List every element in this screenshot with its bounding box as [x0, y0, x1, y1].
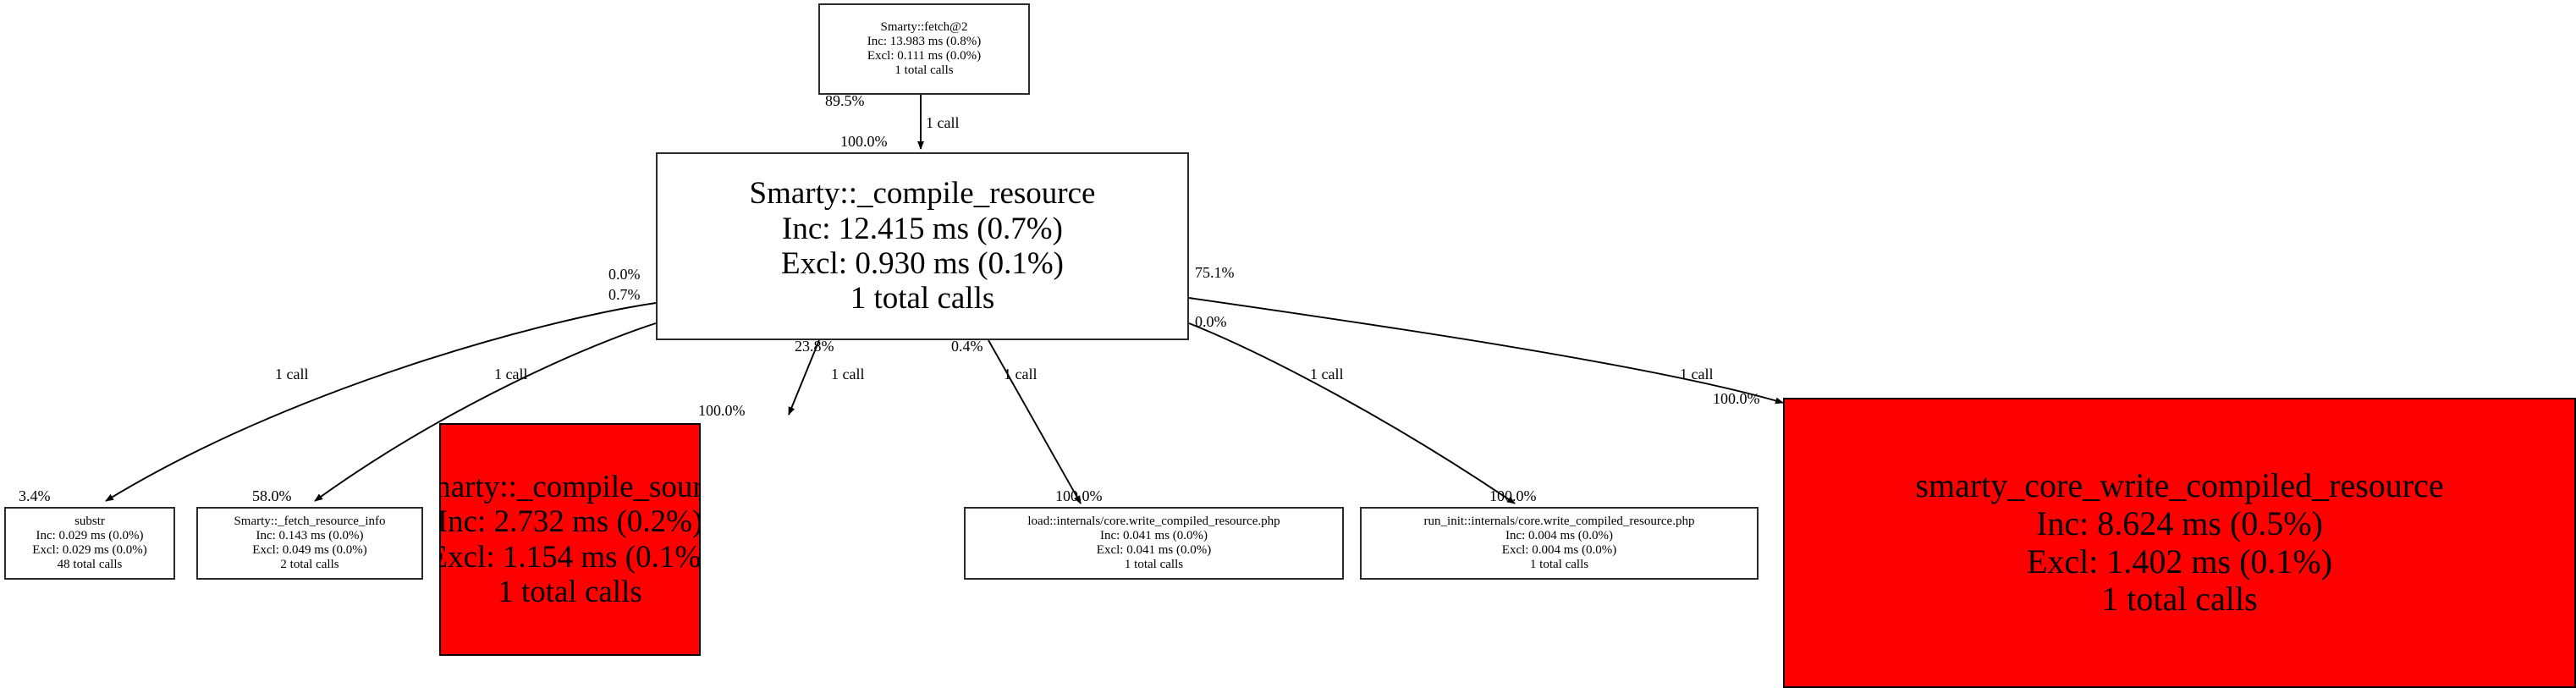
edge-label-compile-source-tail-pct: 23.8%: [795, 338, 834, 355]
node-total-calls: 1 total calls: [1124, 557, 1184, 571]
edge-label-compile-source-calls: 1 call: [831, 366, 865, 383]
edge-label-fetch-tail-pct: 89.5%: [825, 92, 865, 109]
node-smarty-core-write-compiled-resource[interactable]: smarty_core_write_compiled_resource Inc:…: [1783, 398, 2576, 688]
edge-compile-resource-to-load-file: [988, 339, 1082, 504]
edge-label-load-file-calls: 1 call: [1004, 366, 1038, 383]
node-total-calls: 1 total calls: [2101, 580, 2258, 619]
node-inclusive: Inc: 12.415 ms (0.7%): [782, 211, 1063, 246]
node-load-core-write-compiled-resource[interactable]: load::internals/core.write_compiled_reso…: [964, 507, 1344, 580]
edge-label-write-compiled-resource-calls: 1 call: [1680, 366, 1714, 383]
edge-label-load-file-tail-pct: 0.4%: [951, 338, 983, 355]
node-title: Smarty::fetch@2: [880, 20, 968, 35]
edge-compile-resource-to-write-compiled-resource: [1188, 297, 1784, 405]
node-smarty-compile-resource[interactable]: Smarty::_compile_resource Inc: 12.415 ms…: [656, 152, 1189, 340]
node-exclusive: Excl: 0.029 ms (0.0%): [32, 543, 147, 557]
node-total-calls: 2 total calls: [280, 557, 339, 571]
node-substr[interactable]: substr Inc: 0.029 ms (0.0%) Excl: 0.029 …: [4, 507, 175, 580]
node-title: load::internals/core.write_compiled_reso…: [1027, 515, 1280, 529]
node-title: smarty_core_write_compiled_resource: [1915, 465, 2444, 504]
node-run-init-core-write-compiled-resource[interactable]: run_init::internals/core.write_compiled_…: [1360, 507, 1759, 580]
edge-label-fetch-head-pct: 100.0%: [840, 133, 888, 150]
node-smarty-fetch-resource-info[interactable]: Smarty::_fetch_resource_info Inc: 0.143 …: [196, 507, 423, 580]
node-title: Smarty::_fetch_resource_info: [234, 515, 386, 529]
node-exclusive: Excl: 1.402 ms (0.1%): [2026, 542, 2333, 581]
node-title: substr: [74, 515, 105, 529]
node-title: Smarty::_compile_source: [441, 469, 699, 504]
node-inclusive: Inc: 0.143 ms (0.0%): [256, 529, 364, 543]
node-exclusive: Excl: 0.111 ms (0.0%): [867, 49, 982, 63]
edge-label-fetch-resource-info-calls: 1 call: [494, 366, 528, 383]
node-inclusive: Inc: 0.029 ms (0.0%): [36, 529, 144, 543]
edge-label-substr-calls: 1 call: [275, 366, 309, 383]
node-total-calls: 1 total calls: [498, 574, 642, 609]
edge-label-substr-tail-pct: 0.0%: [608, 266, 641, 283]
edge-label-run-init-calls: 1 call: [1310, 366, 1344, 383]
node-inclusive: Inc: 8.624 ms (0.5%): [2036, 504, 2323, 542]
edge-label-fetch-calls: 1 call: [926, 114, 960, 131]
node-exclusive: Excl: 1.154 ms (0.1%): [439, 539, 701, 575]
node-exclusive: Excl: 0.041 ms (0.0%): [1096, 543, 1212, 557]
node-total-calls: 1 total calls: [894, 63, 954, 77]
edge-label-extra-tail-pct: 0.0%: [1195, 313, 1227, 330]
node-total-calls: 1 total calls: [1529, 557, 1589, 571]
node-title: run_init::internals/core.write_compiled_…: [1423, 515, 1695, 529]
node-smarty-compile-source[interactable]: Smarty::_compile_source Inc: 2.732 ms (0…: [439, 423, 701, 656]
node-exclusive: Excl: 0.930 ms (0.1%): [781, 246, 1064, 281]
node-smarty-fetch[interactable]: Smarty::fetch@2 Inc: 13.983 ms (0.8%) Ex…: [818, 3, 1030, 95]
node-exclusive: Excl: 0.004 ms (0.0%): [1501, 543, 1617, 557]
edge-label-fetch-resource-info-head-pct: 58.0%: [252, 487, 292, 504]
edge-label-fetch-resource-info-tail-pct: 0.7%: [608, 286, 641, 303]
node-inclusive: Inc: 13.983 ms (0.8%): [867, 35, 982, 49]
edge-label-run-init-head-pct: 100.0%: [1489, 487, 1537, 504]
edge-label-write-compiled-resource-tail-pct: 75.1%: [1195, 264, 1235, 281]
node-exclusive: Excl: 0.049 ms (0.0%): [252, 543, 367, 557]
node-total-calls: 48 total calls: [57, 557, 123, 571]
node-inclusive: Inc: 0.041 ms (0.0%): [1099, 529, 1208, 543]
node-title: Smarty::_compile_resource: [749, 176, 1096, 212]
node-total-calls: 1 total calls: [850, 281, 995, 316]
node-inclusive: Inc: 2.732 ms (0.2%): [439, 504, 701, 540]
edge-label-write-compiled-resource-head-pct: 100.0%: [1713, 390, 1760, 407]
edge-label-compile-source-head-pct: 100.0%: [698, 402, 746, 419]
edge-label-load-file-head-pct: 100.0%: [1055, 487, 1103, 504]
edge-label-substr-head-pct: 3.4%: [19, 487, 51, 504]
node-inclusive: Inc: 0.004 ms (0.0%): [1505, 529, 1614, 543]
edge-compile-resource-to-run-init: [1188, 322, 1516, 504]
